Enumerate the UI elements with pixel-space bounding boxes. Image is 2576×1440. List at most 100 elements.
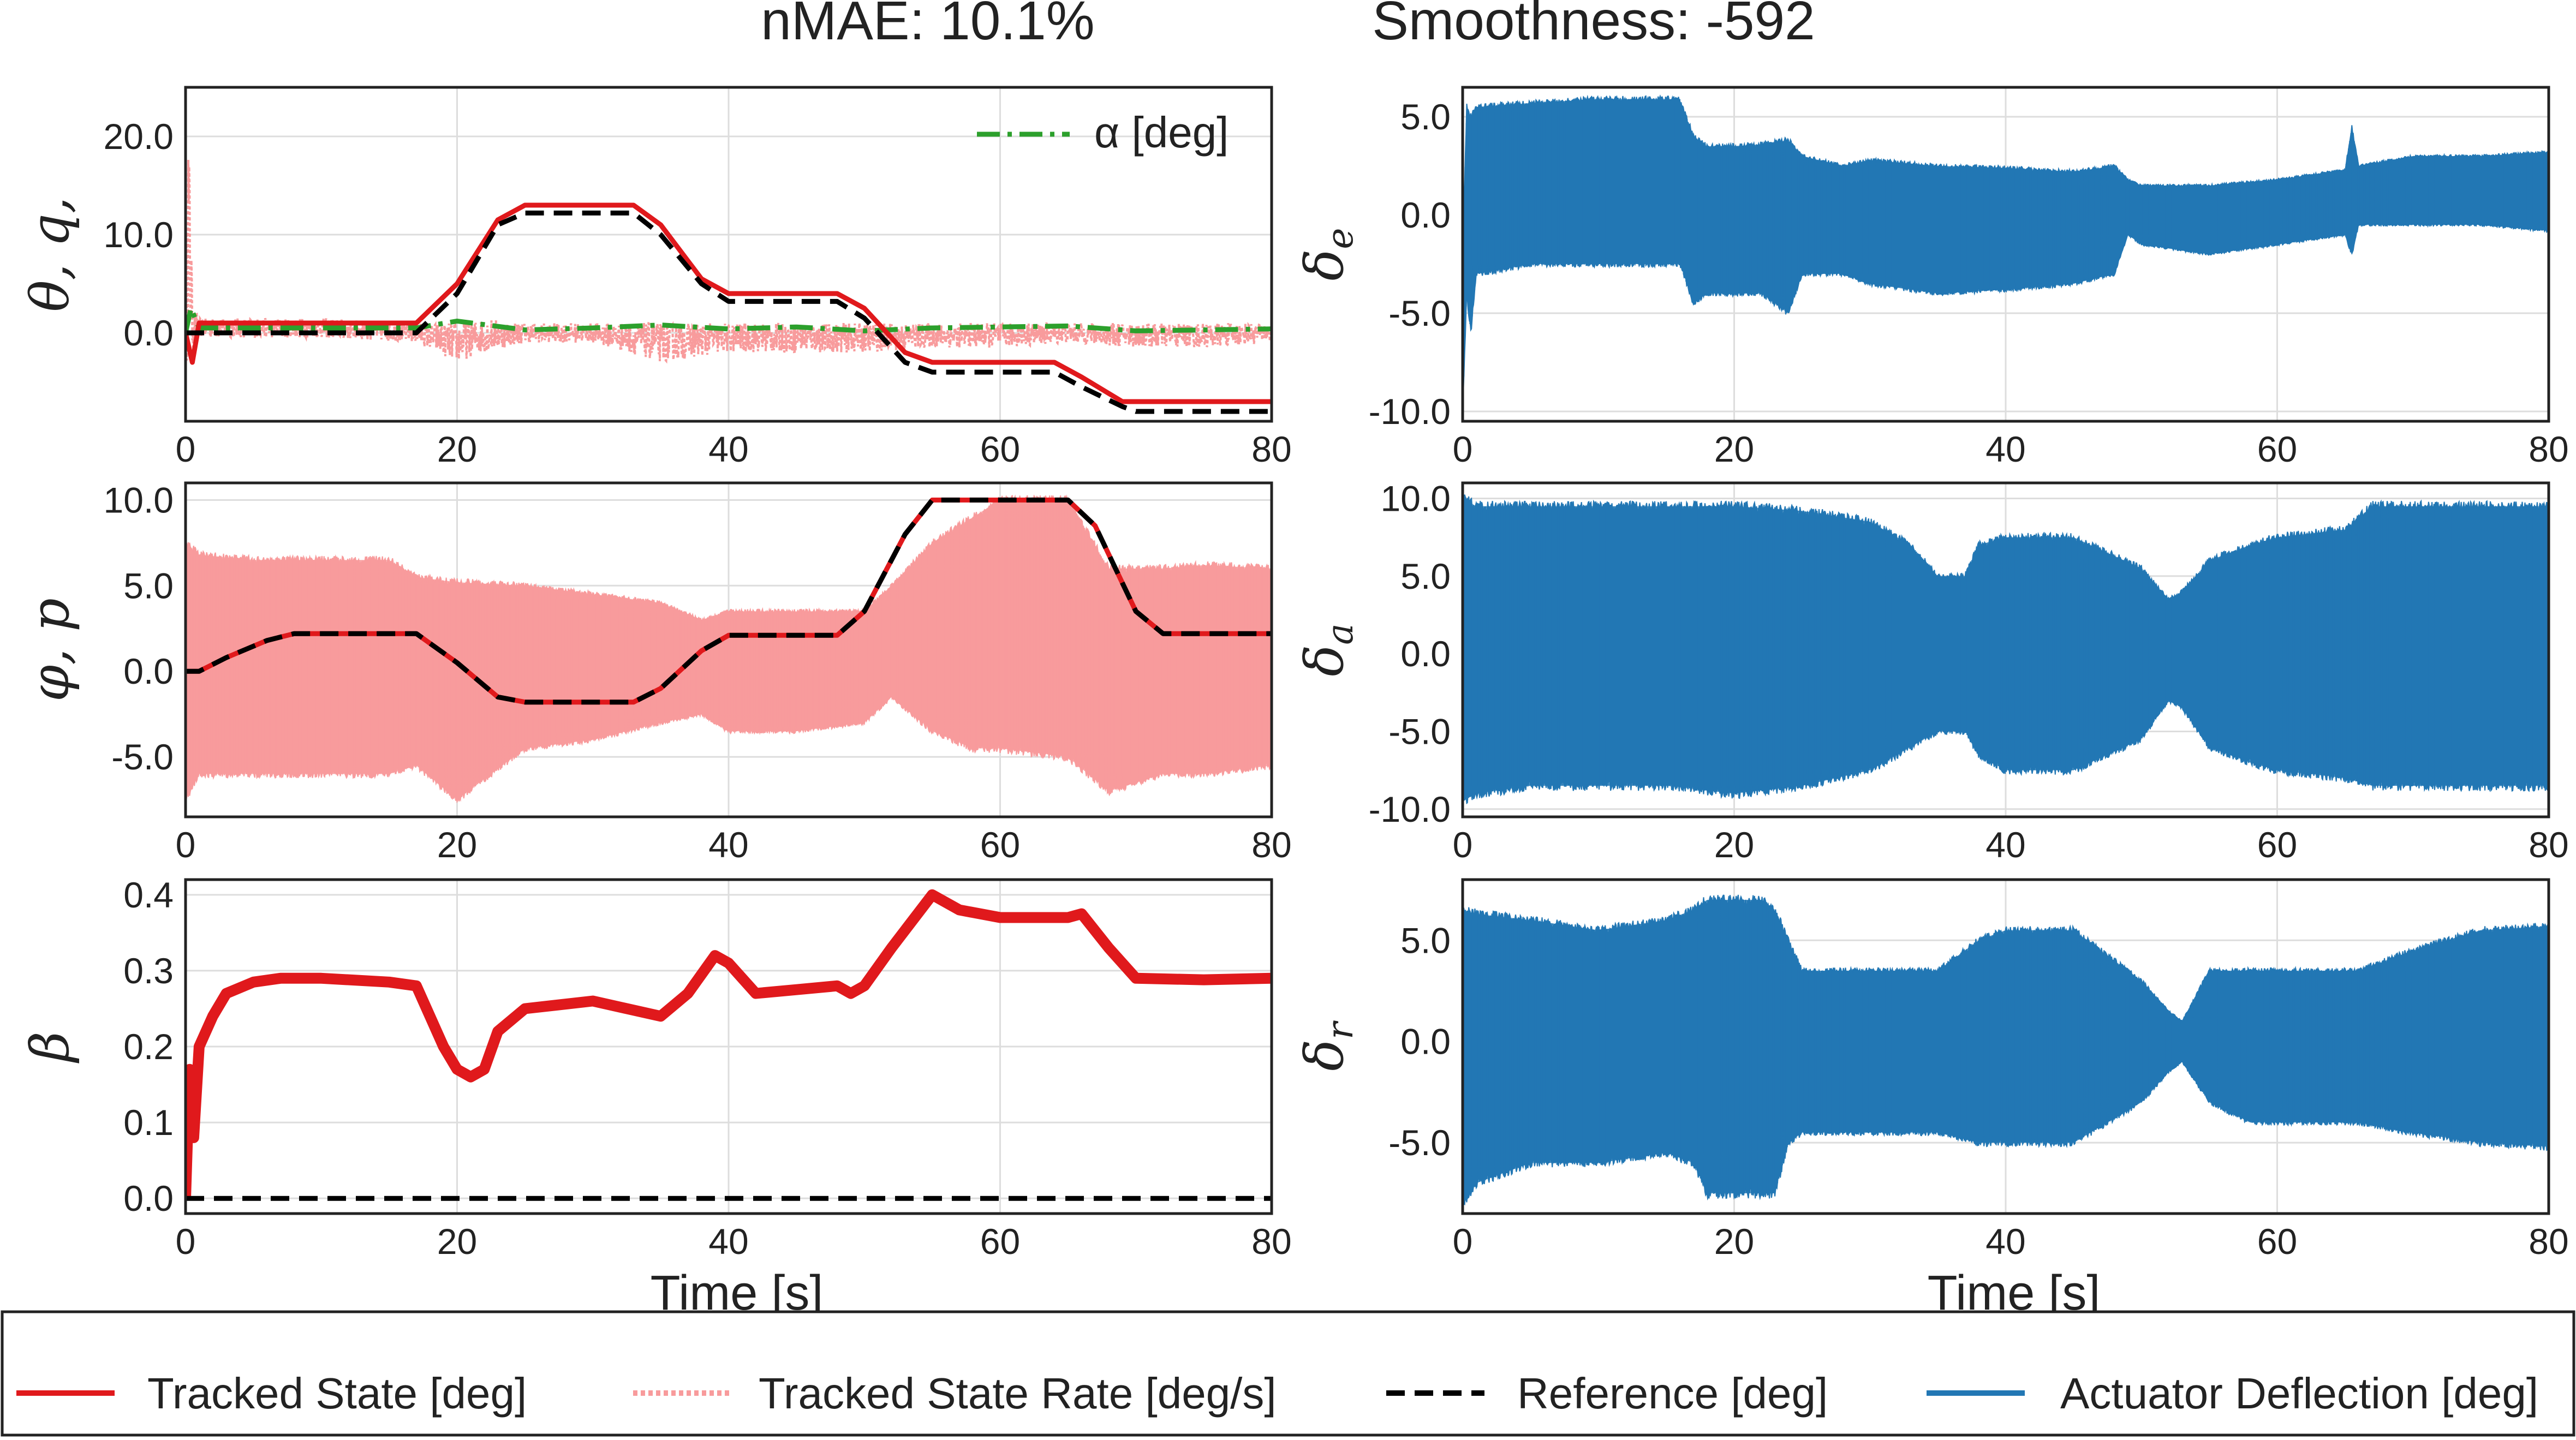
x-tick-label-delta_r: 20	[1714, 1221, 1754, 1262]
series-delta_e-actuator-oscillation	[1463, 99, 2549, 411]
x-tick-label-phi: 20	[437, 824, 477, 865]
subplot-phi: 0 20 40 60 80 -5.0 0.0 5.0 10.0 φ, p	[20, 480, 1292, 865]
legend-label: Tracked State Rate [deg/s]	[759, 1369, 1277, 1418]
y-tick-label-delta_e: -10.0	[1369, 391, 1451, 432]
y-axis-label-beta: β	[20, 1031, 81, 1063]
x-tick-label-beta: 40	[708, 1221, 748, 1262]
series-theta-reference	[186, 210, 1272, 414]
y-tick-label-delta_r: 5.0	[1400, 920, 1451, 960]
legend-item: Tracked State [deg]	[16, 1369, 527, 1418]
axes-frame-delta_e	[1461, 86, 2550, 423]
x-tick-label-delta_e: 60	[2257, 429, 2297, 469]
inset-legend-label: α [deg]	[1094, 108, 1229, 157]
y-tick-label-beta: 0.4	[123, 875, 174, 915]
y-tick-label-theta: 20.0	[104, 116, 174, 157]
plot-area-delta_a	[1463, 492, 2549, 805]
subplot-delta_a: 0 20 40 60 80 -10.0 -5.0 0.0 5.0 10.0 δa	[1294, 478, 2569, 865]
y-tick-label-delta_e: -5.0	[1388, 293, 1451, 333]
series-theta-tracked	[186, 202, 1272, 404]
y-tick-label-beta: 0.1	[123, 1102, 174, 1143]
axes-frame-phi	[184, 481, 1273, 818]
y-tick-label-phi: 0.0	[123, 651, 174, 691]
y-tick-label-phi: -5.0	[111, 737, 174, 777]
y-tick-label-delta_a: -5.0	[1388, 711, 1451, 751]
y-tick-label-delta_r: 0.0	[1400, 1021, 1451, 1062]
y-axis-label-delta_a: δa	[1294, 623, 1361, 676]
y-tick-label-theta: 0.0	[123, 313, 174, 353]
y-tick-label-delta_e: 0.0	[1400, 195, 1451, 235]
x-tick-label-phi: 40	[708, 824, 748, 865]
x-tick-label-delta_a: 20	[1714, 824, 1754, 865]
y-tick-label-delta_r: -5.0	[1388, 1122, 1451, 1163]
legend: Tracked State [deg] Tracked State Rate [d…	[1, 1310, 2575, 1437]
y-tick-label-delta_a: 0.0	[1400, 634, 1451, 674]
y-tick-label-delta_e: 5.0	[1400, 97, 1451, 137]
x-tick-label-delta_r: 0	[1453, 1221, 1473, 1262]
axes-frame-delta_a	[1461, 481, 2550, 818]
nmae-title: nMAE: 10.1%	[761, 0, 1094, 51]
y-tick-label-delta_a: -10.0	[1369, 789, 1451, 829]
y-tick-label-theta: 10.0	[104, 214, 174, 255]
axes-frame-theta	[184, 86, 1273, 423]
legend-label: Reference [deg]	[1517, 1369, 1828, 1418]
x-tick-label-delta_e: 80	[2529, 429, 2568, 469]
x-tick-label-phi: 80	[1251, 824, 1291, 865]
x-tick-label-beta: 80	[1251, 1221, 1291, 1262]
plot-area-phi	[186, 494, 1272, 804]
y-tick-label-delta_a: 10.0	[1381, 478, 1451, 518]
legend-frame	[1, 1310, 2575, 1437]
x-tick-label-theta: 20	[437, 429, 477, 469]
y-tick-label-beta: 0.3	[123, 951, 174, 991]
plot-area-theta	[186, 159, 1272, 414]
x-tick-label-delta_r: 40	[1985, 1221, 2025, 1262]
x-tick-label-delta_a: 0	[1453, 824, 1473, 865]
legend-item: Actuator Deflection [deg]	[1927, 1369, 2538, 1418]
smoothness-title: Smoothness: -592	[1372, 0, 1815, 51]
x-tick-label-delta_a: 80	[2529, 824, 2568, 865]
x-tick-label-delta_r: 60	[2257, 1221, 2297, 1262]
series-phi-rate_band-oscillation	[186, 500, 1272, 800]
x-tick-label-delta_r: 80	[2529, 1221, 2568, 1262]
y-axis-label-theta: θ, q,	[20, 197, 81, 312]
legend-item: Tracked State Rate [deg/s]	[633, 1369, 1277, 1418]
plot-area-beta	[186, 889, 1272, 1201]
x-tick-label-delta_e: 0	[1453, 429, 1473, 469]
y-tick-label-phi: 5.0	[123, 565, 174, 606]
y-axis-label-delta_e: δe	[1294, 228, 1361, 281]
y-tick-label-beta: 0.2	[123, 1026, 174, 1067]
x-tick-label-phi: 0	[176, 824, 196, 865]
y-axis-label-phi: φ, p	[20, 598, 81, 702]
axes-frame-delta_r	[1461, 878, 2550, 1215]
x-tick-label-theta: 0	[176, 429, 196, 469]
x-tick-label-phi: 60	[980, 824, 1020, 865]
y-tick-label-phi: 10.0	[104, 480, 174, 520]
x-tick-label-theta: 80	[1251, 429, 1291, 469]
plot-area-delta_e	[1463, 94, 2549, 411]
series-beta-tracked	[186, 889, 1272, 1199]
x-tick-label-delta_a: 40	[1985, 824, 2025, 865]
subplot-theta: 0 20 40 60 80 0.0 10.0 20.0 θ, q, α [deg]	[20, 86, 1292, 469]
subplot-delta_e: 0 20 40 60 80 -10.0 -5.0 0.0 5.0 δe	[1294, 86, 2569, 469]
plot-area-delta_r	[1463, 894, 2549, 1206]
x-tick-label-delta_e: 40	[1985, 429, 2025, 469]
legend-label: Tracked State [deg]	[147, 1369, 527, 1418]
x-tick-label-delta_e: 20	[1714, 429, 1754, 469]
y-axis-label-delta_r: δr	[1294, 1020, 1361, 1071]
subplot-beta: 0 20 40 60 80 0.0 0.1 0.2 0.3 0.4 β	[20, 875, 1292, 1262]
subplot-delta_r: 0 20 40 60 80 -5.0 0.0 5.0 δr	[1294, 878, 2569, 1262]
series-delta_a-actuator-oscillation	[1463, 498, 2549, 802]
inset-legend-alpha: α [deg]	[977, 108, 1229, 157]
y-tick-label-delta_a: 5.0	[1400, 556, 1451, 596]
x-tick-label-beta: 20	[437, 1221, 477, 1262]
legend-label: Actuator Deflection [deg]	[2060, 1369, 2538, 1418]
axes-frame-beta	[184, 878, 1273, 1215]
x-tick-label-theta: 60	[980, 429, 1020, 469]
x-tick-label-theta: 40	[708, 429, 748, 469]
y-tick-label-beta: 0.0	[123, 1178, 174, 1218]
series-delta_r-actuator-oscillation	[1463, 900, 2549, 1204]
subplot-grid: 0 20 40 60 80 0.0 10.0 20.0 θ, q, α [deg] 0 20 40 60 8…	[20, 86, 2569, 1262]
x-tick-label-delta_a: 60	[2257, 824, 2297, 865]
x-tick-label-beta: 0	[176, 1221, 196, 1262]
x-tick-label-beta: 60	[980, 1221, 1020, 1262]
legend-item: Reference [deg]	[1386, 1369, 1828, 1418]
